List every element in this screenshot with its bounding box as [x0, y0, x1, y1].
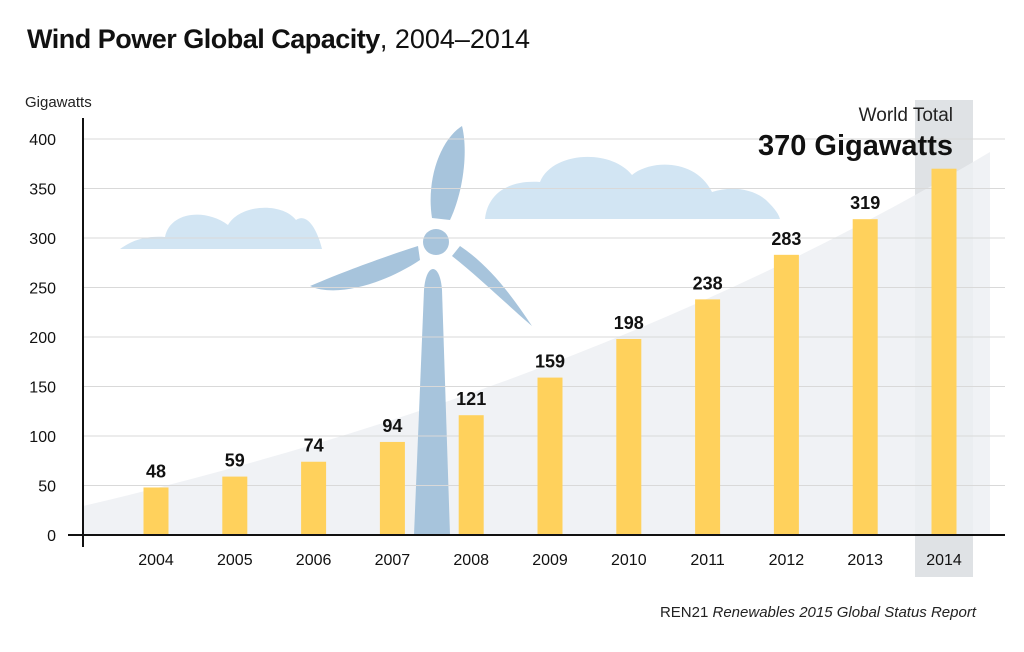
- x-tick-label: 2007: [375, 552, 411, 569]
- bar-2012: [773, 254, 799, 535]
- data-label: 94: [382, 416, 402, 436]
- data-label: 283: [771, 229, 801, 249]
- y-tick-label: 350: [29, 182, 56, 199]
- y-tick-label: 300: [29, 231, 56, 248]
- bar-2014: [931, 168, 957, 535]
- y-tick-label: 50: [38, 479, 56, 496]
- bar-2005: [222, 476, 248, 535]
- bar-2008: [458, 415, 484, 535]
- y-tick-label: 250: [29, 281, 56, 298]
- wind-turbine-illustration: [120, 126, 780, 535]
- data-label: 48: [146, 461, 166, 481]
- cloud-left: [120, 207, 322, 249]
- y-tick-label: 400: [29, 132, 56, 149]
- bar-2004: [143, 487, 169, 535]
- y-tick-label: 0: [47, 528, 56, 545]
- data-label: 121: [456, 389, 486, 409]
- data-label: 59: [225, 451, 245, 471]
- y-tick-label: 200: [29, 330, 56, 347]
- y-tick-label: 100: [29, 429, 56, 446]
- x-tick-label: 2010: [611, 552, 647, 569]
- trend-area: [83, 152, 990, 535]
- data-label: 159: [535, 352, 565, 372]
- cloud-right: [485, 156, 780, 219]
- x-tick-label: 2005: [217, 552, 253, 569]
- axes: Gigawatts 0 50 100 150 200 250 300 350 400 2004 20…: [25, 94, 1005, 569]
- bar-2011: [695, 299, 721, 535]
- x-tick-label: 2012: [769, 552, 805, 569]
- chart-title: Wind Power Global Capacity, 2004–2014: [27, 24, 530, 55]
- x-tick-label: 2004: [138, 552, 174, 569]
- x-tick-label: 2014: [926, 552, 962, 569]
- bar-2007: [379, 441, 405, 535]
- callout-value: 370 Gigawatts: [758, 130, 953, 162]
- data-label: 198: [614, 313, 644, 333]
- x-tick-label: 2009: [532, 552, 568, 569]
- data-label: 238: [693, 273, 723, 293]
- bar-2010: [616, 338, 642, 535]
- source-org: REN21: [659, 604, 709, 621]
- x-tick-label: 2011: [690, 552, 725, 569]
- bar-2009: [537, 377, 563, 535]
- callout-label: World Total: [859, 105, 953, 126]
- data-label: 319: [850, 193, 880, 213]
- data-labels: 48 59 74 94 121 159 198 238 283 319: [146, 193, 880, 481]
- x-tick-label: 2008: [453, 552, 489, 569]
- x-tick-label: 2006: [296, 552, 332, 569]
- turbine-icon: [310, 126, 532, 535]
- world-total-callout: World Total 370 Gigawatts: [758, 105, 953, 162]
- chart-title-main: Wind Power Global Capacity: [27, 24, 380, 54]
- source-note: REN21 Renewables 2015 Global Status Repo…: [660, 604, 976, 621]
- source-report: Renewables 2015 Global Status Report: [712, 604, 977, 621]
- x-tick-label: 2013: [847, 552, 883, 569]
- bar-2013: [852, 219, 878, 535]
- bar-2006: [301, 461, 327, 535]
- data-label: 74: [304, 436, 324, 456]
- y-axis-title: Gigawatts: [25, 94, 92, 111]
- bars: [143, 168, 957, 535]
- y-tick-label: 150: [29, 380, 56, 397]
- chart-title-years: , 2004–2014: [379, 24, 530, 54]
